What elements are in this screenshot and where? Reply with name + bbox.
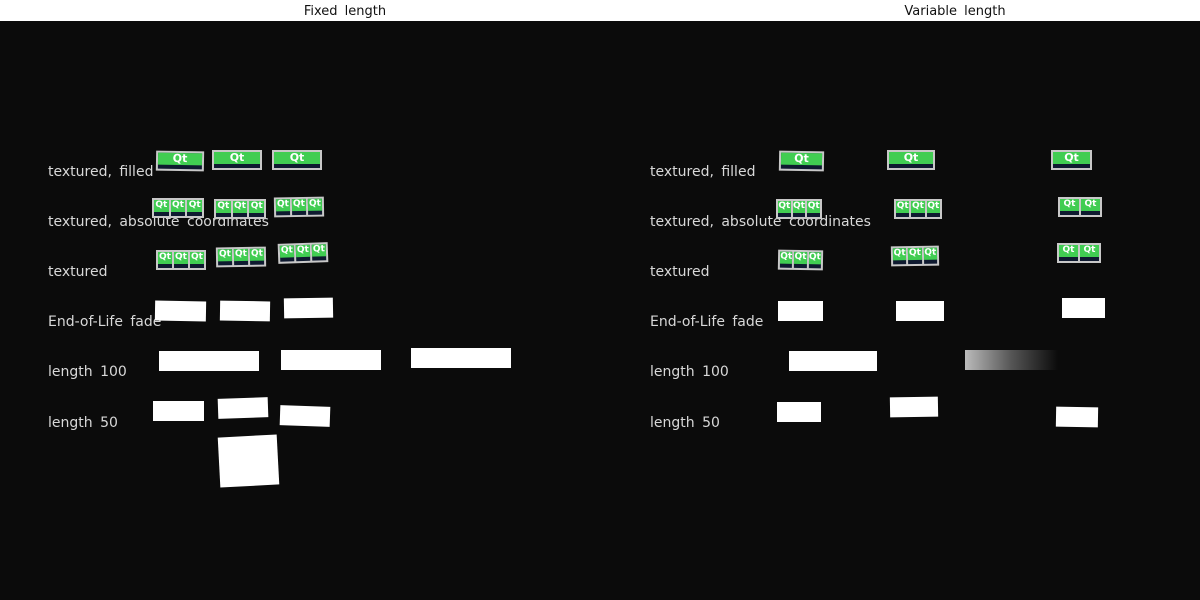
row-label: End-of-Life fade	[650, 314, 764, 330]
qt-logo-icon: Qt	[780, 152, 823, 170]
qt-logo-particle: Qt Qt Qt	[894, 199, 942, 219]
qt-logo-icon: Qt	[908, 247, 922, 265]
qt-logo-icon: Qt	[779, 251, 793, 268]
qt-logo-icon: Qt	[217, 249, 233, 266]
qt-logo-icon: Qt	[892, 248, 907, 265]
qt-logo-particle: Qt	[887, 150, 935, 170]
trail-particle	[1062, 298, 1105, 318]
qt-logo-icon: Qt	[794, 251, 807, 269]
row-label: length 100	[48, 364, 127, 380]
row-label: textured	[650, 264, 710, 280]
qt-logo-icon: Qt	[154, 200, 169, 216]
qt-logo-icon: Qt	[778, 201, 791, 217]
qt-logo-particle: Qt	[778, 150, 825, 172]
row-label: End-of-Life fade	[48, 314, 162, 330]
qt-logo-icon: Qt	[279, 245, 295, 262]
qt-logo-particle: Qt Qt Qt	[273, 196, 325, 218]
qt-logo-icon: Qt	[157, 152, 203, 170]
qt-logo-icon: Qt	[1080, 245, 1099, 261]
qt-logo-particle: Qt Qt Qt	[215, 246, 267, 268]
trail-particle	[154, 300, 207, 322]
row-label: textured, absolute coordinates	[48, 214, 269, 230]
qt-logo-particle: Qt	[212, 150, 262, 170]
row-label: textured, filled	[650, 164, 756, 180]
qt-logo-icon: Qt	[807, 201, 821, 217]
trail-particle	[889, 396, 939, 418]
qt-logo-icon: Qt	[233, 248, 249, 266]
qt-logo-particle: Qt	[155, 150, 205, 172]
qt-logo-icon: Qt	[926, 201, 940, 217]
trail-particle	[411, 348, 511, 368]
trail-particle	[1055, 406, 1099, 428]
row-label: length 100	[650, 364, 729, 380]
trail-particle	[778, 301, 823, 321]
qt-logo-particle: Qt	[1051, 150, 1092, 170]
panel-title-variable: Variable length	[904, 4, 1006, 19]
qt-logo-icon: Qt	[1053, 152, 1090, 168]
trail-particle	[279, 405, 331, 427]
qt-logo-icon: Qt	[911, 201, 925, 217]
qt-logo-icon: Qt	[249, 248, 265, 265]
qt-logo-icon: Qt	[311, 244, 327, 261]
qt-logo-icon: Qt	[923, 247, 938, 264]
qt-logo-particle: Qt Qt	[1057, 243, 1101, 263]
qt-logo-icon: Qt	[214, 152, 260, 168]
trail-particle	[281, 350, 381, 370]
qt-logo-icon: Qt	[275, 199, 291, 216]
trail-particle	[219, 300, 271, 322]
qt-logo-icon: Qt	[190, 252, 204, 268]
trail-particle	[789, 351, 877, 371]
qt-logo-icon: Qt	[291, 198, 307, 216]
trail-particle	[153, 401, 204, 421]
row-label: length 50	[48, 415, 118, 431]
qt-logo-icon: Qt	[274, 152, 320, 168]
qt-logo-icon: Qt	[896, 201, 910, 217]
qt-logo-icon: Qt	[295, 244, 311, 262]
qt-logo-icon: Qt	[1060, 199, 1079, 215]
qt-logo-icon: Qt	[158, 252, 172, 268]
title-bar: Fixed length Variable length	[0, 0, 1200, 21]
panel-title-fixed: Fixed length	[303, 4, 387, 19]
qt-logo-icon: Qt	[792, 201, 806, 217]
qt-logo-particle: Qt Qt Qt	[277, 242, 329, 264]
qt-logo-particle: Qt Qt Qt	[777, 249, 824, 271]
qt-logo-icon: Qt	[1059, 245, 1078, 261]
qt-logo-particle: Qt Qt Qt	[214, 199, 266, 219]
qt-logo-icon: Qt	[216, 201, 231, 217]
qt-logo-particle: Qt Qt Qt	[156, 250, 206, 270]
qt-logo-icon: Qt	[808, 252, 822, 269]
qt-logo-particle: Qt	[272, 150, 322, 170]
trail-particle	[965, 350, 1058, 370]
qt-logo-particle: Qt Qt Qt	[152, 198, 204, 218]
trail-particle	[217, 434, 280, 488]
row-label: textured	[48, 264, 108, 280]
trail-particle	[159, 351, 259, 371]
qt-logo-icon: Qt	[889, 152, 933, 168]
qt-logo-icon: Qt	[249, 201, 265, 217]
trail-particle	[283, 297, 334, 319]
trail-particle	[777, 402, 821, 422]
qt-logo-particle: Qt Qt	[1058, 197, 1102, 217]
qt-logo-icon: Qt	[307, 198, 323, 215]
row-label: textured, absolute coordinates	[650, 214, 871, 230]
qt-logo-icon: Qt	[187, 200, 203, 216]
trail-particle	[896, 301, 944, 321]
row-label: length 50	[650, 415, 720, 431]
trail-particle	[217, 397, 269, 419]
qt-logo-icon: Qt	[1081, 199, 1100, 215]
qt-logo-icon: Qt	[232, 201, 248, 217]
qt-logo-icon: Qt	[174, 252, 188, 268]
row-label: textured, filled	[48, 164, 154, 180]
qt-logo-icon: Qt	[170, 200, 186, 216]
qt-logo-particle: Qt Qt Qt	[776, 199, 822, 219]
qt-logo-particle: Qt Qt Qt	[890, 245, 940, 267]
